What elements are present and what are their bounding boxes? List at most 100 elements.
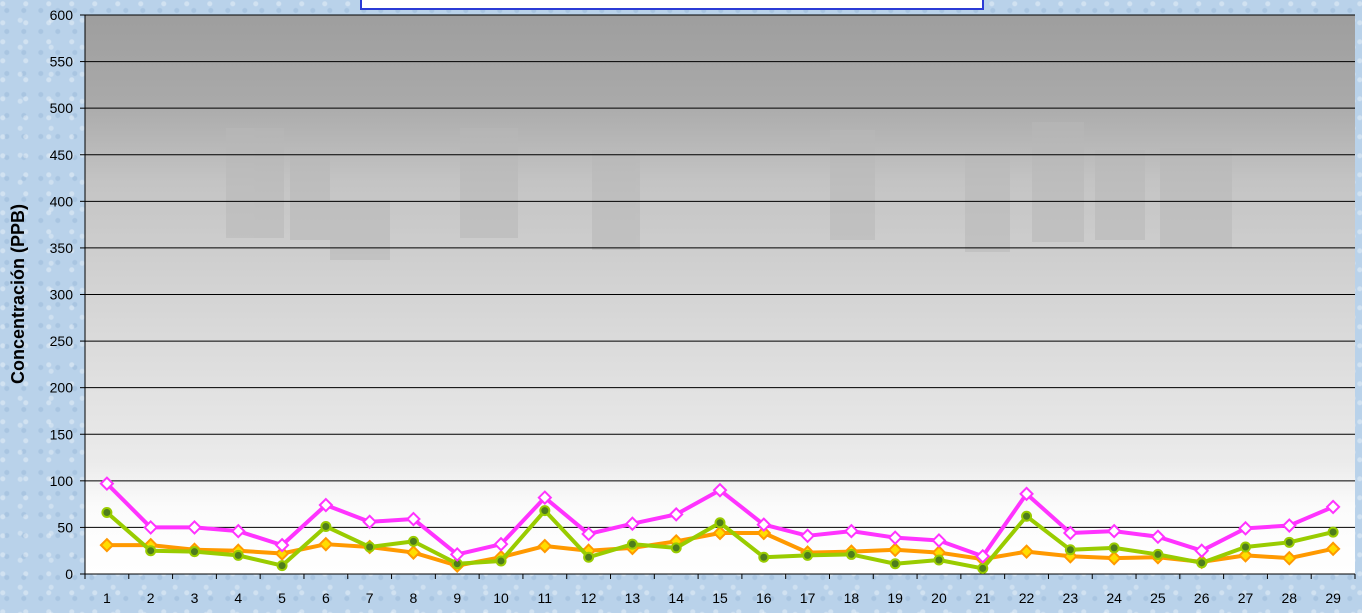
x-tick-label: 5 <box>278 590 286 606</box>
data-point <box>230 523 246 539</box>
data-point <box>933 554 945 566</box>
data-point <box>712 525 728 541</box>
y-tick-label: 200 <box>50 380 74 396</box>
data-point <box>406 545 421 560</box>
data-point <box>1062 525 1078 541</box>
data-point <box>714 517 726 529</box>
data-point <box>362 514 378 530</box>
x-tick-label: 4 <box>234 590 242 606</box>
x-tick-label: 6 <box>322 590 330 606</box>
data-point <box>1152 548 1164 560</box>
x-tick-label: 16 <box>756 590 772 606</box>
x-tick-label: 11 <box>538 590 553 606</box>
data-point <box>1240 541 1252 553</box>
data-point <box>626 538 638 550</box>
y-tick-label: 550 <box>50 54 74 70</box>
y-tick-label: 400 <box>50 193 74 209</box>
x-tick-label: 28 <box>1282 590 1298 606</box>
data-point <box>1106 550 1122 566</box>
x-tick-label: 1 <box>103 590 111 606</box>
data-point <box>1019 544 1034 560</box>
x-tick-label: 8 <box>410 590 418 606</box>
x-tick-label: 10 <box>493 590 509 606</box>
data-point <box>887 542 903 558</box>
data-point <box>1106 523 1122 539</box>
data-point <box>1108 542 1120 554</box>
x-tick-label: 14 <box>668 590 684 606</box>
data-point <box>537 490 553 506</box>
x-tick-label: 9 <box>453 590 461 606</box>
y-tick-label: 0 <box>65 566 73 582</box>
x-tick-label: 25 <box>1150 590 1166 606</box>
y-tick-label: 50 <box>57 519 73 535</box>
x-tick-label: 24 <box>1106 590 1122 606</box>
y-axis-label: Concentración (PPB) <box>8 204 28 384</box>
data-point <box>188 546 200 558</box>
data-point <box>274 546 290 561</box>
y-tick-label: 450 <box>50 147 74 163</box>
data-point <box>99 476 115 492</box>
data-point <box>364 541 376 553</box>
data-point <box>802 549 814 561</box>
data-point <box>1064 544 1076 556</box>
x-tick-label: 29 <box>1325 590 1341 606</box>
x-tick-label: 22 <box>1019 590 1035 606</box>
x-tick-label: 20 <box>931 590 947 606</box>
data-point <box>800 528 816 544</box>
skyline-decoration <box>226 122 1232 260</box>
y-tick-label: 600 <box>50 7 74 23</box>
data-point <box>977 562 989 574</box>
x-tick-label: 13 <box>625 590 641 606</box>
y-tick-label: 100 <box>50 473 74 489</box>
x-tick-label: 2 <box>147 590 155 606</box>
data-point <box>539 505 551 517</box>
data-point <box>495 555 507 567</box>
data-point <box>758 551 770 563</box>
x-tick-label: 21 <box>975 590 991 606</box>
data-point <box>1238 520 1253 536</box>
data-point <box>1150 529 1166 545</box>
y-tick-label: 300 <box>50 287 74 303</box>
data-point <box>145 545 157 557</box>
data-point <box>99 537 115 553</box>
x-tick-label: 27 <box>1238 590 1254 606</box>
y-tick-label: 250 <box>50 333 74 349</box>
data-point <box>1194 543 1210 559</box>
data-point <box>143 520 159 535</box>
data-point <box>276 560 288 572</box>
data-point <box>889 558 901 570</box>
data-point <box>318 497 334 513</box>
data-point <box>668 506 684 522</box>
data-point <box>537 538 553 554</box>
data-point <box>407 535 419 547</box>
data-point <box>1283 536 1295 548</box>
data-point <box>756 525 772 541</box>
series-2 <box>101 505 1339 574</box>
data-point <box>493 536 509 552</box>
data-point <box>931 533 947 548</box>
data-point <box>320 520 332 532</box>
data-point <box>232 549 244 561</box>
x-tick-label: 18 <box>844 590 860 606</box>
x-tick-label: 15 <box>712 590 728 606</box>
data-point <box>1021 510 1033 522</box>
data-point <box>1325 541 1341 557</box>
data-point <box>1281 518 1297 533</box>
data-point <box>670 542 682 554</box>
data-point <box>1238 547 1253 563</box>
x-tick-label: 19 <box>887 590 903 606</box>
x-tick-label: 3 <box>191 590 199 606</box>
data-point <box>1019 486 1034 502</box>
data-point <box>101 507 113 519</box>
data-point <box>756 517 772 533</box>
x-tick-label: 17 <box>800 590 816 606</box>
data-point <box>975 548 991 564</box>
data-point <box>1327 526 1339 538</box>
data-point <box>624 516 640 532</box>
data-point <box>583 551 595 563</box>
y-tick-label: 150 <box>50 426 74 442</box>
data-point <box>845 548 857 560</box>
series-1 <box>99 476 1341 564</box>
data-point <box>887 530 903 546</box>
